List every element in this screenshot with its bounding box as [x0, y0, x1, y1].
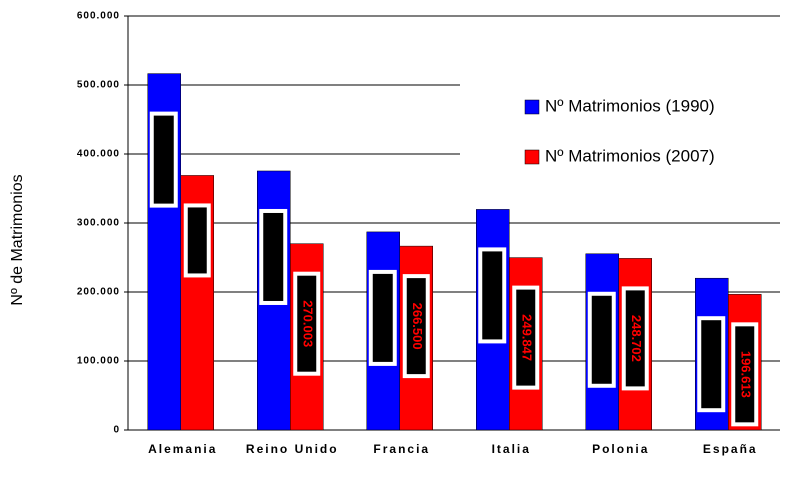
x-tick-label: Italia — [492, 442, 531, 456]
label-box — [587, 291, 616, 388]
legend-swatch — [524, 99, 540, 115]
value-label: 248.702 — [629, 315, 644, 362]
x-tick-label: Reino Unido — [246, 442, 339, 456]
value-label: 196.613 — [738, 351, 753, 398]
y-tick-label: 400.000 — [77, 149, 120, 160]
label-box — [621, 286, 649, 391]
label-box — [149, 111, 178, 208]
label-box — [478, 247, 507, 344]
y-tick-label: 600.000 — [77, 11, 120, 22]
y-tick-label: 0 — [113, 425, 120, 436]
legend-label: Nº Matrimonios (2007) — [545, 146, 715, 165]
legend-label: Nº Matrimonios (1990) — [545, 96, 715, 115]
label-box — [512, 285, 540, 390]
value-label: 266.500 — [410, 303, 425, 350]
legend-swatch — [524, 149, 540, 165]
x-tick-label: Polonia — [592, 442, 649, 456]
x-tick-label: Alemania — [148, 442, 217, 456]
y-tick-label: 200.000 — [77, 287, 120, 298]
label-box — [183, 203, 211, 278]
label-box — [293, 271, 321, 376]
legend-bg — [460, 80, 780, 195]
value-label: 270.003 — [300, 300, 315, 347]
label-box — [731, 322, 759, 427]
label-box — [697, 316, 726, 413]
x-tick-label: Francia — [373, 442, 430, 456]
label-box — [402, 274, 430, 379]
y-tick-label: 300.000 — [77, 218, 120, 229]
y-axis-label: Nº de Matrimonios — [9, 174, 26, 305]
y-tick-label: 500.000 — [77, 80, 120, 91]
x-tick-label: España — [703, 442, 758, 456]
value-label: 249.847 — [519, 314, 534, 361]
label-box — [368, 269, 397, 366]
y-tick-label: 100.000 — [77, 356, 120, 367]
label-box — [259, 208, 288, 305]
